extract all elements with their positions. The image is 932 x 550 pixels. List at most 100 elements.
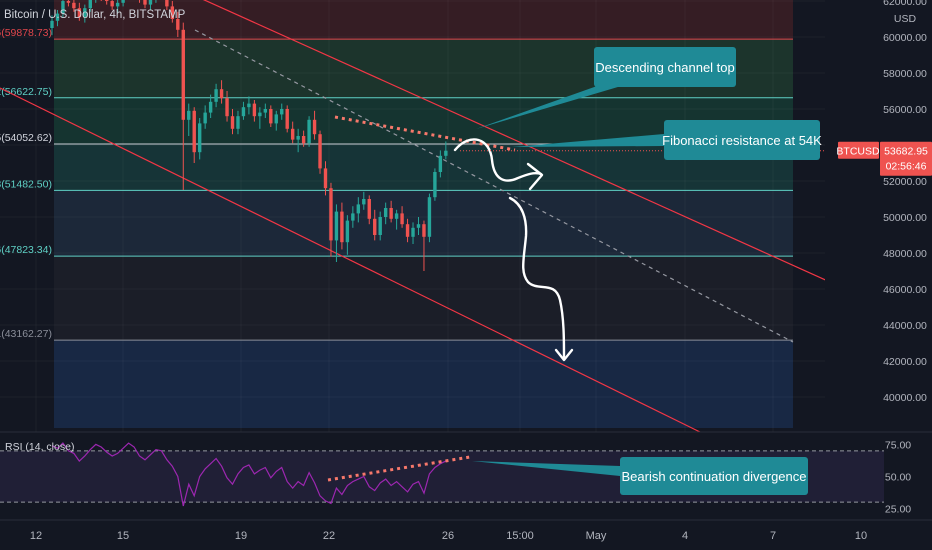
candle-body bbox=[77, 8, 82, 18]
annotation-channel[interactable]: Descending channel top bbox=[476, 47, 736, 129]
annotation-channel-box bbox=[594, 47, 736, 87]
candle bbox=[83, 4, 87, 23]
candle-body bbox=[252, 103, 257, 117]
resistance-dotted-line[interactable] bbox=[334, 115, 516, 152]
annotation-channel-tail bbox=[476, 80, 628, 129]
time-label: 26 bbox=[442, 530, 454, 542]
price-tick: 52000.00 bbox=[883, 176, 927, 188]
last-price-value: 53682.95 bbox=[884, 146, 928, 158]
candle-body bbox=[263, 109, 268, 113]
candle-body bbox=[389, 208, 393, 219]
candle-body bbox=[176, 19, 180, 30]
rsi-divergence-dotted-line[interactable] bbox=[327, 455, 471, 482]
candle-body bbox=[208, 101, 213, 113]
annotations[interactable]: Descending channel top Fibonacci resistan… bbox=[472, 47, 822, 495]
price-tick: 58000.00 bbox=[883, 68, 927, 80]
candle-body bbox=[121, 0, 125, 3]
candle-body bbox=[345, 220, 350, 243]
annotation-divergence[interactable]: Bearish continuation divergence bbox=[472, 457, 808, 495]
candle bbox=[192, 107, 196, 163]
candle bbox=[394, 209, 399, 230]
candle bbox=[269, 105, 273, 127]
price-tick: 40000.00 bbox=[883, 392, 927, 404]
candle-body bbox=[115, 2, 120, 7]
candlestick-series bbox=[50, 0, 448, 271]
candle-body bbox=[50, 20, 54, 28]
candle-body bbox=[192, 110, 196, 153]
channel-bottom-line[interactable] bbox=[0, 87, 701, 433]
bounce-arrow-head[interactable] bbox=[526, 162, 544, 191]
drop-arrow-path[interactable] bbox=[508, 196, 566, 359]
price-axis[interactable]: USD 62000.0060000.0058000.0056000.005400… bbox=[825, 0, 932, 432]
candle bbox=[290, 121, 295, 144]
candle bbox=[329, 182, 333, 257]
candle bbox=[77, 2, 82, 21]
candle-body bbox=[280, 109, 284, 115]
candle-body bbox=[307, 119, 311, 144]
fib-zone-6 bbox=[54, 340, 793, 428]
time-label: 22 bbox=[323, 530, 335, 542]
candle-body bbox=[444, 150, 448, 156]
candle bbox=[50, 15, 54, 36]
candle bbox=[72, 0, 76, 12]
annotation-channel-text: Descending channel top bbox=[595, 60, 735, 75]
candle-body bbox=[187, 110, 191, 120]
drop-arrow-head[interactable] bbox=[554, 348, 574, 362]
candle-body bbox=[236, 116, 240, 129]
candle bbox=[307, 116, 311, 147]
candle bbox=[411, 222, 415, 244]
time-label: 15:00 bbox=[506, 530, 534, 542]
candle bbox=[181, 22, 185, 190]
candle-body bbox=[197, 123, 202, 153]
price-tick: 50000.00 bbox=[883, 212, 927, 224]
candle-body bbox=[340, 211, 344, 243]
candle bbox=[280, 103, 284, 120]
trend-drawings[interactable] bbox=[334, 115, 574, 362]
candle bbox=[416, 217, 421, 235]
dashed-projection bbox=[194, 29, 794, 343]
annotation-fib[interactable]: Fibonacci resistance at 54K bbox=[512, 120, 822, 160]
candle bbox=[345, 215, 350, 255]
candle-body bbox=[312, 119, 317, 135]
candle-body bbox=[400, 213, 404, 225]
time-label: 4 bbox=[682, 530, 688, 542]
currency-label: USD bbox=[894, 13, 917, 25]
candle bbox=[148, 0, 153, 10]
annotation-fib-text: Fibonacci resistance at 54K bbox=[662, 133, 822, 148]
candle-body bbox=[301, 136, 306, 144]
descending-channel[interactable] bbox=[0, 0, 932, 433]
channel-top-line[interactable] bbox=[160, 0, 932, 329]
candle-body bbox=[274, 114, 278, 124]
candle bbox=[444, 141, 448, 160]
rsi-line[interactable] bbox=[51, 442, 447, 507]
candle bbox=[197, 118, 202, 160]
annotation-divergence-box bbox=[620, 457, 808, 495]
price-tick: 60000.00 bbox=[883, 32, 927, 44]
symbol-tag-label: BTCUSD bbox=[836, 146, 880, 158]
candle-body bbox=[105, 0, 109, 1]
time-label: 15 bbox=[117, 530, 129, 542]
candle bbox=[438, 150, 443, 178]
candle bbox=[351, 206, 355, 228]
candle-body bbox=[329, 188, 333, 241]
candle bbox=[105, 0, 109, 5]
annotation-divergence-tail bbox=[472, 461, 620, 476]
candle-body bbox=[55, 13, 60, 21]
fib-label-2: 0.5(54052.62) bbox=[0, 132, 52, 144]
last-price-tag bbox=[880, 141, 932, 176]
candle-body bbox=[258, 112, 262, 117]
candle bbox=[252, 100, 257, 122]
bounce-arrow-path[interactable] bbox=[453, 138, 543, 182]
candle-body bbox=[110, 1, 114, 7]
rsi-label: RSI (14, close) bbox=[5, 441, 74, 453]
annotation-fib-box bbox=[664, 120, 820, 160]
candle bbox=[155, 0, 157, 3]
time-axis[interactable]: 12 15 19 22 26 15:00 May 4 7 10 bbox=[0, 519, 932, 542]
candle-body bbox=[143, 0, 147, 5]
candle bbox=[362, 191, 366, 210]
candle bbox=[367, 195, 371, 225]
candle-body bbox=[72, 2, 76, 9]
candle-body bbox=[394, 213, 399, 219]
candle bbox=[170, 1, 175, 23]
